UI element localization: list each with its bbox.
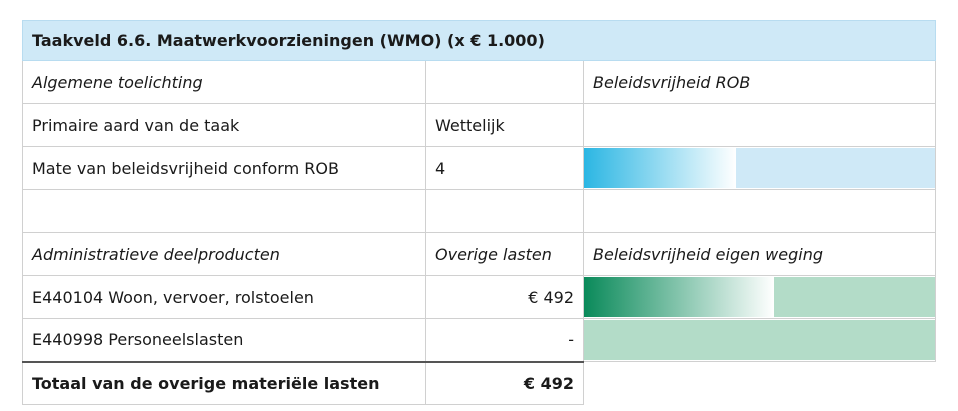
header-title: Taakveld 6.6. Maatwerkvoorzieningen (WMO…	[21, 20, 937, 61]
cell	[582, 103, 937, 147]
row: Mate van beleidsvrijheid conform ROB 4	[22, 146, 937, 190]
cell: Overige lasten	[425, 232, 584, 276]
cell: Mate van beleidsvrijheid conform ROB	[22, 146, 426, 190]
bar-cell	[582, 146, 937, 190]
cell: € 492	[425, 360, 584, 405]
header-row: Taakveld 6.6. Maatwerkvoorzieningen (WMO…	[21, 20, 937, 61]
row: Administratieve deelproducten Overige la…	[22, 232, 937, 276]
bar-cell	[582, 318, 937, 362]
cell	[425, 60, 584, 104]
cell: E440104 Woon, vervoer, rolstoelen	[22, 275, 426, 319]
cell	[582, 189, 937, 233]
cell: E440998 Personeelslasten	[22, 318, 426, 362]
table: Taakveld 6.6. Maatwerkvoorzieningen (WMO…	[21, 20, 937, 405]
table-wrapper: Taakveld 6.6. Maatwerkvoorzieningen (WMO…	[21, 20, 937, 405]
cell: Totaal van de overige materiële lasten	[22, 360, 426, 405]
bar-background	[584, 320, 935, 360]
row: E440998 Personeelslasten -	[22, 318, 937, 362]
cell	[22, 189, 426, 233]
cell: Wettelijk	[425, 103, 584, 147]
cell: Administratieve deelproducten	[22, 232, 426, 276]
total-row: Totaal van de overige materiële lasten €…	[22, 360, 936, 405]
cell: Beleidsvrijheid eigen weging	[582, 232, 937, 276]
cell: 4	[425, 146, 584, 190]
bar-gradient	[584, 277, 774, 317]
row: E440104 Woon, vervoer, rolstoelen € 492	[22, 275, 937, 319]
cell: Beleidsvrijheid ROB	[582, 60, 937, 104]
row: Algemene toelichting Beleidsvrijheid ROB	[22, 60, 937, 104]
bar-cell	[582, 275, 937, 319]
cell: € 492	[425, 275, 584, 319]
cell	[425, 189, 584, 233]
cell: Primaire aard van de taak	[22, 103, 426, 147]
row: Primaire aard van de taak Wettelijk	[22, 103, 937, 147]
bar-gradient	[584, 148, 736, 188]
row	[22, 189, 937, 233]
cell: -	[425, 318, 584, 362]
cell: Algemene toelichting	[22, 60, 426, 104]
cell	[584, 362, 936, 405]
